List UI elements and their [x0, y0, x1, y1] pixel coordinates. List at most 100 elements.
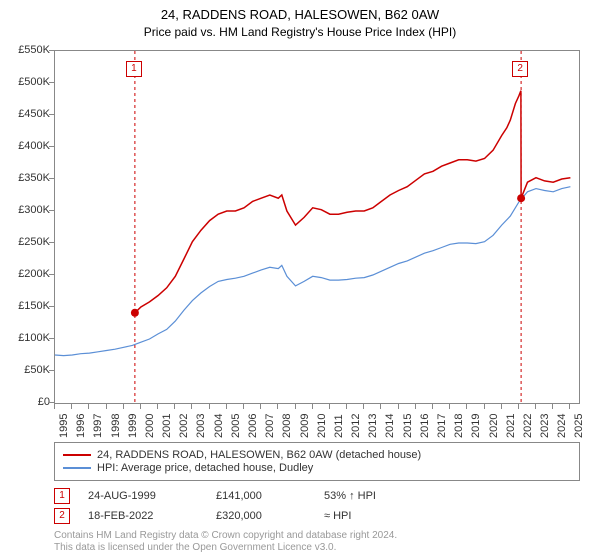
x-axis-tick-label: 2011	[333, 414, 345, 438]
x-axis-tick-label: 2017	[436, 414, 448, 438]
x-axis-tick-label: 1997	[92, 414, 104, 438]
y-axis-tick-label: £300K	[0, 204, 50, 216]
x-axis-tick-label: 2004	[213, 414, 225, 438]
x-axis-tick-label: 2012	[350, 414, 362, 438]
footer-line: Contains HM Land Registry data © Crown c…	[54, 530, 580, 542]
chart-container: 24, RADDENS ROAD, HALESOWEN, B62 0AW Pri…	[0, 0, 600, 560]
y-axis-tick	[49, 210, 54, 211]
legend-label-price: 24, RADDENS ROAD, HALESOWEN, B62 0AW (de…	[97, 449, 421, 461]
legend-swatch-price	[63, 454, 91, 456]
y-axis-tick-label: £550K	[0, 44, 50, 56]
y-axis-tick-label: £50K	[0, 364, 50, 376]
transaction-diff: 53% ↑ HPI	[324, 490, 434, 502]
x-axis-tick-label: 2006	[247, 414, 259, 438]
x-axis-tick-label: 2023	[539, 414, 551, 438]
y-axis-tick	[49, 50, 54, 51]
x-axis-tick-label: 2018	[453, 414, 465, 438]
x-axis-tick-label: 2025	[573, 414, 585, 438]
x-axis-tick	[277, 404, 278, 409]
x-axis-tick	[329, 404, 330, 409]
x-axis-tick	[552, 404, 553, 409]
footer-attribution: Contains HM Land Registry data © Crown c…	[54, 530, 580, 554]
x-axis-tick	[449, 404, 450, 409]
title-sub: Price paid vs. HM Land Registry's House …	[0, 24, 600, 40]
transaction-diff: ≈ HPI	[324, 510, 434, 522]
x-axis-tick	[398, 404, 399, 409]
title-block: 24, RADDENS ROAD, HALESOWEN, B62 0AW Pri…	[0, 0, 600, 40]
y-axis-tick	[49, 82, 54, 83]
x-axis-tick	[518, 404, 519, 409]
x-axis-tick-label: 2002	[178, 414, 190, 438]
series-line-hpi	[55, 187, 570, 356]
x-axis-tick	[123, 404, 124, 409]
x-axis-tick	[88, 404, 89, 409]
sale-marker-dot	[517, 194, 525, 202]
x-axis-tick	[432, 404, 433, 409]
transaction-price: £320,000	[216, 510, 306, 522]
title-main: 24, RADDENS ROAD, HALESOWEN, B62 0AW	[0, 6, 600, 24]
x-axis-tick-label: 2015	[402, 414, 414, 438]
sale-marker-label: 2	[512, 61, 528, 77]
legend-label-hpi: HPI: Average price, detached house, Dudl…	[97, 462, 313, 474]
sale-marker-dot	[131, 309, 139, 317]
x-axis-tick-label: 2014	[384, 414, 396, 438]
x-axis-tick	[569, 404, 570, 409]
x-axis-tick-label: 1998	[110, 414, 122, 438]
x-axis-tick	[140, 404, 141, 409]
y-axis-tick	[49, 146, 54, 147]
x-axis-tick-label: 2000	[144, 414, 156, 438]
x-axis-tick-label: 2005	[230, 414, 242, 438]
y-axis-tick-label: £350K	[0, 172, 50, 184]
transaction-marker: 1	[54, 488, 70, 504]
y-axis-tick-label: £0	[0, 396, 50, 408]
chart-svg	[55, 51, 579, 403]
sale-marker-label: 1	[126, 61, 142, 77]
y-axis-tick	[49, 274, 54, 275]
y-axis-tick	[49, 114, 54, 115]
x-axis-tick-label: 1995	[58, 414, 70, 438]
x-axis-tick-label: 2007	[264, 414, 276, 438]
x-axis-tick	[312, 404, 313, 409]
x-axis-tick	[157, 404, 158, 409]
x-axis-tick-label: 1996	[75, 414, 87, 438]
x-axis-tick-label: 2016	[419, 414, 431, 438]
y-axis-tick-label: £250K	[0, 236, 50, 248]
transaction-price: £141,000	[216, 490, 306, 502]
x-axis-tick	[106, 404, 107, 409]
series-line-price	[135, 91, 571, 313]
y-axis-tick-label: £450K	[0, 108, 50, 120]
y-axis-tick	[49, 306, 54, 307]
x-axis-tick-label: 2013	[367, 414, 379, 438]
x-axis-tick-label: 2022	[522, 414, 534, 438]
y-axis-tick-label: £100K	[0, 332, 50, 344]
x-axis-tick	[501, 404, 502, 409]
x-axis-tick	[295, 404, 296, 409]
x-axis-tick	[209, 404, 210, 409]
x-axis-tick	[191, 404, 192, 409]
x-axis-tick	[174, 404, 175, 409]
x-axis-tick	[484, 404, 485, 409]
x-axis-tick-label: 2019	[470, 414, 482, 438]
x-axis-tick	[535, 404, 536, 409]
y-axis-tick	[49, 402, 54, 403]
transaction-date: 24-AUG-1999	[88, 490, 198, 502]
x-axis-tick	[415, 404, 416, 409]
transaction-marker: 2	[54, 508, 70, 524]
transaction-table: 1 24-AUG-1999 £141,000 53% ↑ HPI 2 18-FE…	[54, 484, 580, 528]
legend-swatch-hpi	[63, 467, 91, 469]
legend-item-hpi: HPI: Average price, detached house, Dudl…	[63, 462, 571, 474]
x-axis-tick	[466, 404, 467, 409]
x-axis-tick	[380, 404, 381, 409]
x-axis-tick	[346, 404, 347, 409]
x-axis-tick	[243, 404, 244, 409]
x-axis-tick	[71, 404, 72, 409]
x-axis-tick-label: 2024	[556, 414, 568, 438]
x-axis-tick-label: 2001	[161, 414, 173, 438]
y-axis-tick	[49, 242, 54, 243]
legend-box: 24, RADDENS ROAD, HALESOWEN, B62 0AW (de…	[54, 442, 580, 481]
x-axis-tick-label: 2020	[488, 414, 500, 438]
x-axis-tick-label: 2008	[281, 414, 293, 438]
y-axis-tick-label: £400K	[0, 140, 50, 152]
x-axis-tick	[260, 404, 261, 409]
x-axis-tick	[226, 404, 227, 409]
